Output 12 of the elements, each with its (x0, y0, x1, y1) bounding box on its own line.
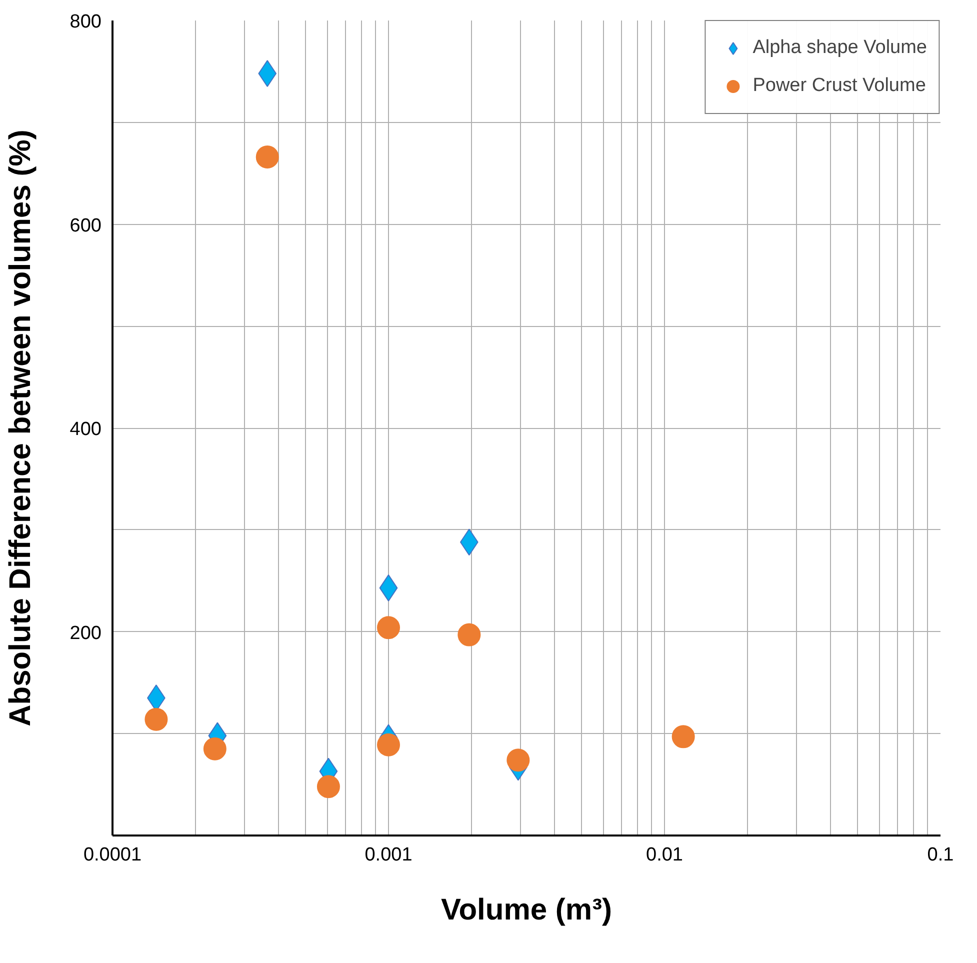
y-tick-label: 800 (70, 12, 102, 32)
x-tick-label: 0.001 (364, 844, 412, 866)
x-tick-label: 0.1 (927, 844, 954, 866)
legend-label: Alpha shape Volume (752, 37, 927, 59)
x-axis-title: Volume (m³) (440, 894, 612, 926)
y-tick-label: 400 (70, 419, 102, 440)
x-tick-label: 0.01 (646, 844, 683, 866)
y-tick-label: 600 (70, 215, 102, 236)
legend-label: Power Crust Volume (752, 75, 926, 97)
y-axis-title: Absolute Difference between volumes (%) (4, 130, 37, 726)
y-tick-label: 200 (70, 622, 102, 644)
x-tick-label: 0.0001 (83, 844, 142, 866)
